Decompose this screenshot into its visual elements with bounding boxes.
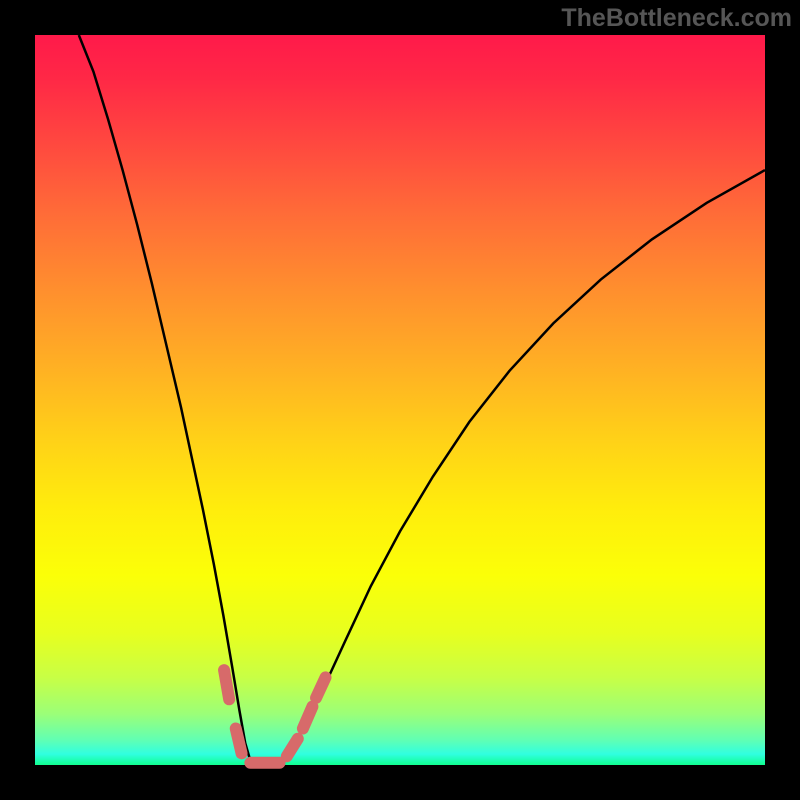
gradient-background — [35, 35, 765, 765]
watermark-text: TheBottleneck.com — [561, 4, 792, 33]
chart-container: TheBottleneck.com — [0, 0, 800, 800]
plot-area — [35, 35, 765, 765]
